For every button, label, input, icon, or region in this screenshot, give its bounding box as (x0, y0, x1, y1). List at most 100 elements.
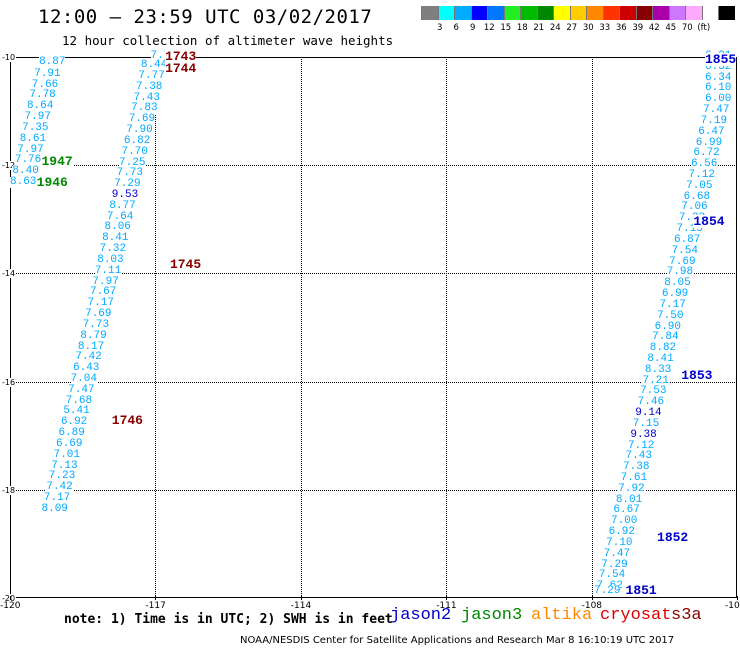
swh-value: 6.87 (673, 233, 701, 246)
longitude-gridline (155, 57, 157, 598)
swh-value: 7.83 (131, 102, 158, 115)
longitude-gridline (591, 57, 593, 598)
color-scale-label: 18 (516, 23, 528, 33)
longitude-tick (300, 596, 302, 600)
swh-value: 6.56 (690, 158, 718, 171)
swh-value: 7.91 (34, 67, 61, 80)
pass-time-label: 1745 (169, 257, 202, 273)
swh-value: 6.68 (683, 190, 711, 203)
swh-value: 7.35 (22, 121, 49, 134)
swh-value: 7.29 (594, 585, 621, 597)
pass-time-label: 1853 (681, 368, 713, 384)
swh-value: 7.68 (65, 394, 93, 407)
swh-value: 8.40 (12, 165, 39, 178)
swh-value: 7.42 (46, 481, 73, 494)
longitude-gridline (446, 57, 448, 598)
swh-value: 7.17 (43, 491, 71, 504)
color-swatch (520, 6, 537, 20)
swh-value: 7.21 (642, 374, 669, 387)
swh-value: 8.03 (97, 253, 124, 266)
swh-value: 7.38 (623, 461, 650, 474)
swh-value: 6.32 (705, 60, 732, 73)
swh-value: 7.25 (119, 156, 146, 169)
swh-value: 8.44 (140, 59, 168, 72)
swh-value: 7.73 (82, 318, 110, 331)
swh-value: 7.97 (92, 275, 119, 288)
pass-time-label: 1947 (41, 154, 73, 170)
satellite-legend-jason3: jason3 (461, 606, 523, 625)
pass-time-label: 1744 (165, 60, 197, 76)
swh-value: 8.79 (80, 329, 107, 342)
longitude-label: -120 (0, 601, 21, 611)
swh-value: 6.69 (56, 437, 83, 450)
color-scale-label: 42 (648, 23, 660, 33)
color-scale-label: 70 (681, 23, 693, 33)
swh-value: 7.66 (31, 78, 59, 91)
swh-value: 8.77 (109, 199, 136, 212)
color-swatch (602, 6, 620, 20)
swh-value: 9.14 (635, 407, 662, 420)
swh-value: 7.01 (53, 448, 81, 461)
swh-value: 7.47 (703, 104, 730, 117)
pass-time-label: 1746 (111, 412, 143, 428)
longitude-label: -108 (581, 601, 603, 611)
swh-value: 7.70 (121, 145, 148, 158)
swh-value: 7.73 (116, 167, 144, 180)
swh-value: 5.41 (63, 405, 90, 418)
satellite-legend-jason2: jason2 (390, 606, 452, 625)
color-scale-label: 15 (500, 23, 512, 33)
swh-value: 7.15 (632, 417, 660, 430)
swh-value: 7.54 (671, 244, 698, 257)
swh-value: 7.43 (133, 91, 160, 104)
swh-value: 8.05 (664, 277, 691, 290)
swh-value: 7.43 (625, 450, 652, 463)
swh-value: 7.72 (150, 50, 177, 62)
map-plot-area (10, 57, 737, 598)
color-scale-label: 3 (437, 23, 443, 33)
swh-value: 7.12 (688, 169, 715, 182)
swh-value: 7.84 (652, 331, 679, 344)
color-scale-label: 30 (582, 23, 594, 33)
color-scale-label: 45 (665, 23, 677, 33)
swh-value: 7.12 (627, 439, 655, 452)
swh-value: 7.23 (48, 470, 76, 483)
color-swatch (437, 6, 455, 20)
swh-value: 8.82 (649, 342, 677, 355)
swh-value: 7.50 (657, 309, 684, 322)
swh-value: 8.41 (647, 352, 674, 365)
swh-value: 8.09 (41, 502, 68, 515)
longitude-tick (446, 596, 448, 600)
swh-value: 7.11 (94, 264, 122, 277)
pass-time-label: 1851 (625, 583, 657, 598)
swh-value: 6.47 (698, 125, 725, 138)
swh-value: 8.06 (104, 221, 131, 234)
swh-value: 7.67 (89, 286, 117, 299)
latitude-label: -12 (1, 161, 17, 171)
longitude-tick (10, 596, 11, 600)
color-swatch (487, 6, 504, 20)
swh-value: 7.17 (87, 297, 114, 310)
map-title: 12:00 – 23:59 UTC 03/02/2017 (38, 6, 373, 28)
longitude-label: -105 (725, 601, 740, 611)
pass-time-label: 1946 (36, 174, 68, 190)
swh-value: 7.69 (85, 308, 112, 321)
color-swatch (470, 6, 488, 20)
swh-value: 7.98 (666, 266, 694, 279)
swh-value: 7.29 (601, 558, 628, 571)
swh-value: 7.64 (106, 210, 134, 223)
swh-value: 7.32 (99, 243, 127, 256)
color-swatch (454, 6, 471, 20)
swh-value: 6.67 (613, 504, 640, 517)
swh-value: 8.01 (615, 493, 643, 506)
swh-value: 7.97 (24, 111, 51, 124)
swh-value: 6.72 (693, 147, 720, 160)
swh-value: 7.53 (640, 385, 667, 398)
swh-value: 8.64 (26, 100, 54, 113)
swh-value: 7.90 (126, 124, 153, 137)
swh-value: 6.43 (73, 362, 100, 375)
color-swatch (503, 6, 521, 20)
color-scale-label: 33 (599, 23, 611, 33)
color-swatch (569, 6, 587, 20)
latitude-label: -14 (1, 269, 17, 279)
swh-value: 7.54 (598, 569, 626, 582)
